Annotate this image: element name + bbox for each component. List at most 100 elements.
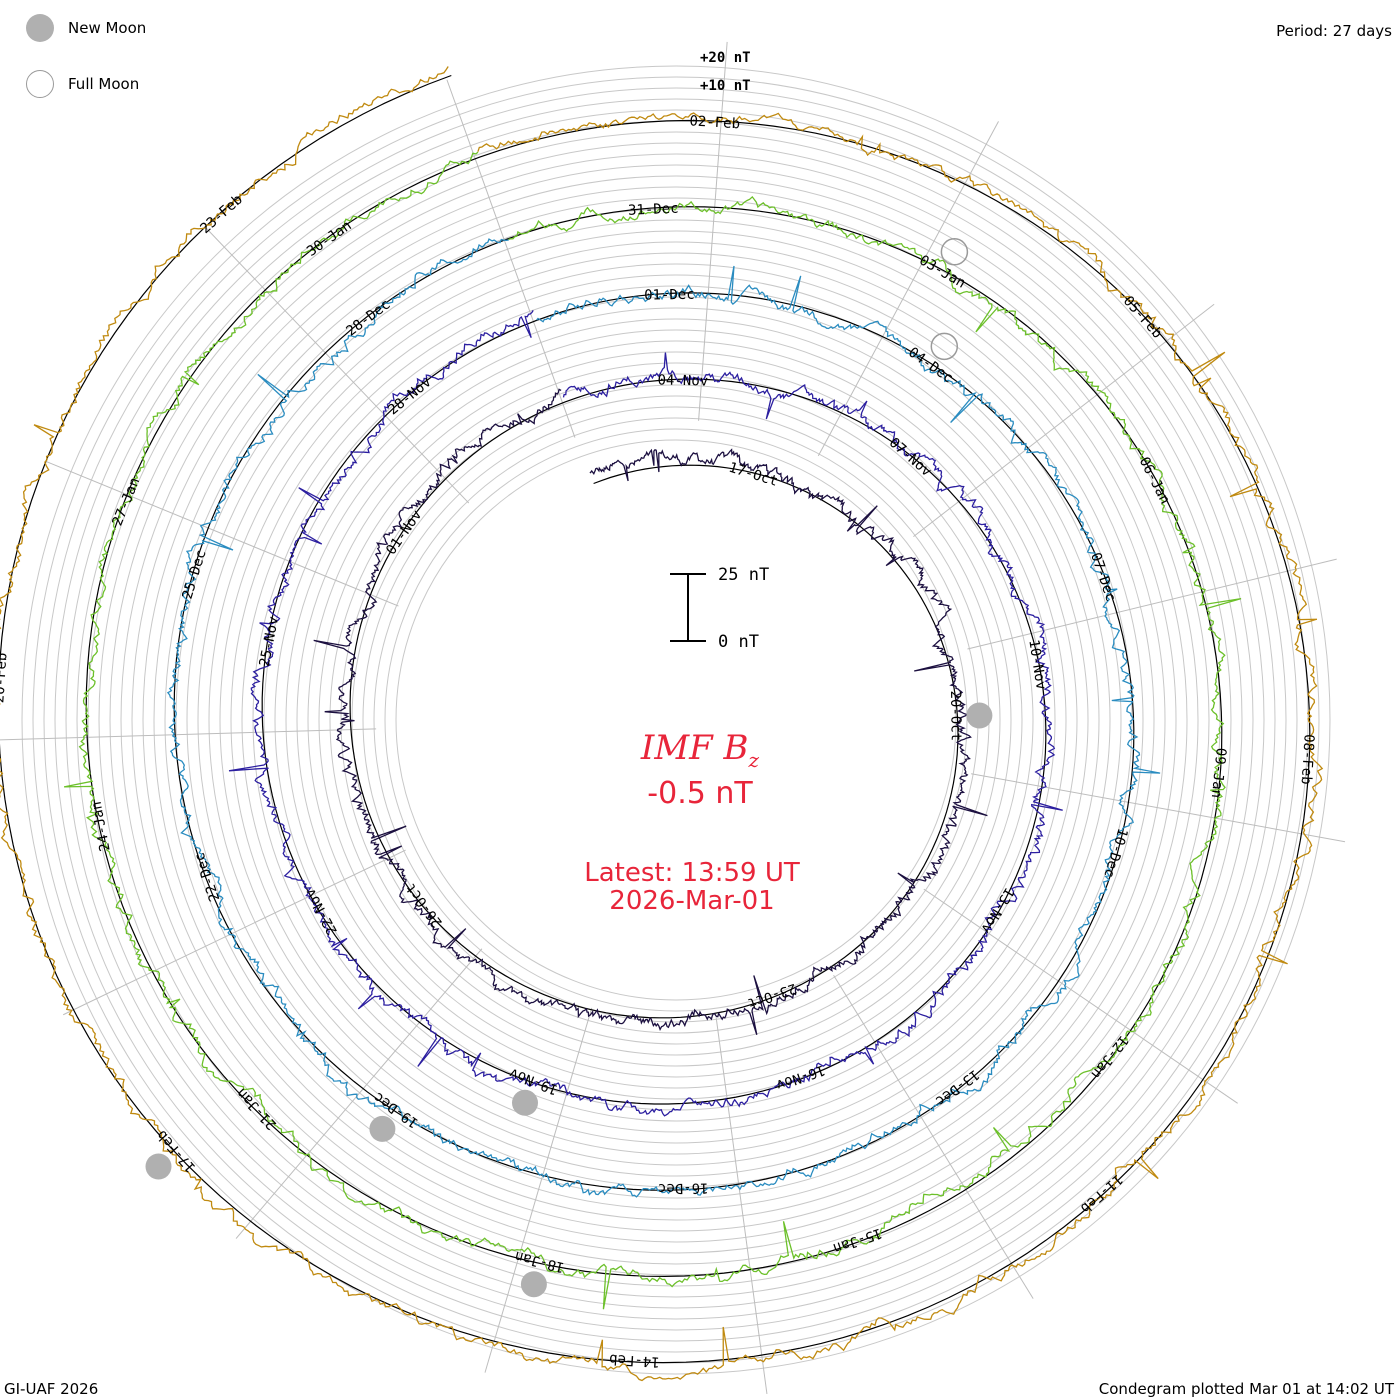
date-label: 21-Jan bbox=[234, 1085, 280, 1133]
date-label: 20-Oct bbox=[947, 690, 964, 741]
legend-full-moon-label: Full Moon bbox=[68, 75, 140, 93]
spoke-line bbox=[235, 948, 483, 1239]
spoke-line bbox=[62, 849, 406, 1016]
reference-rings bbox=[0, 74, 1311, 1364]
grid-ring bbox=[142, 186, 1210, 1254]
new-moon-marker bbox=[966, 702, 993, 729]
trace-1 bbox=[228, 310, 1063, 1117]
legend-new-moon-label: New Moon bbox=[68, 19, 147, 37]
trace-4 bbox=[0, 66, 1324, 1382]
grid-ring bbox=[32, 76, 1320, 1364]
date-label: 31-Dec bbox=[628, 201, 679, 219]
date-label: 23-Feb bbox=[197, 192, 246, 237]
grid-ring bbox=[120, 164, 1232, 1276]
grid-ring bbox=[318, 362, 1034, 1078]
scale-bar: 25 nT 0 nT bbox=[670, 565, 769, 652]
date-label: 12-Jan bbox=[1087, 1032, 1131, 1082]
date-label: 01-Dec bbox=[644, 287, 695, 304]
grid-ring bbox=[230, 274, 1122, 1166]
date-label: 04-Dec bbox=[905, 344, 956, 386]
grid-ring bbox=[197, 241, 1155, 1199]
grid-ring bbox=[65, 109, 1287, 1331]
grid-ring bbox=[21, 65, 1331, 1375]
date-label: 02-Feb bbox=[689, 113, 740, 132]
date-label: 30-Jan bbox=[304, 218, 355, 260]
grid-ring bbox=[208, 252, 1144, 1188]
new-moon-marker bbox=[512, 1089, 538, 1116]
date-label: 04-Nov bbox=[657, 373, 708, 390]
date-label: 20-Feb bbox=[0, 652, 10, 703]
date-label: 15-Jan bbox=[831, 1225, 884, 1257]
new-moon-marker bbox=[520, 1271, 547, 1298]
grid-ring bbox=[43, 87, 1309, 1353]
parameter-name: IMF B bbox=[640, 728, 749, 768]
parameter-title: IMF Bz bbox=[0, 728, 1400, 772]
grid-ring bbox=[153, 197, 1199, 1243]
date-label: 11-Feb bbox=[1077, 1171, 1126, 1216]
spoke-line bbox=[715, 1017, 768, 1394]
full-moon-marker bbox=[940, 238, 969, 266]
date-label: 27-Jan bbox=[110, 475, 144, 528]
credit-label: GI-UAF 2026 bbox=[4, 1380, 99, 1398]
spoke-line bbox=[923, 888, 1238, 1104]
grid-ring bbox=[241, 285, 1111, 1155]
grid-ring bbox=[329, 373, 1023, 1067]
date-label: 18-Jan bbox=[513, 1248, 566, 1276]
new-moon-marker bbox=[145, 1153, 172, 1180]
trace-2 bbox=[166, 238, 1161, 1198]
date-label: 25-Dec bbox=[179, 548, 209, 601]
spoke-line bbox=[446, 79, 576, 438]
latest-time: Latest: 13:59 UT bbox=[584, 858, 800, 888]
date-label: 19-Nov bbox=[507, 1064, 560, 1097]
date-label: 05-Feb bbox=[1120, 293, 1165, 342]
grid-ring bbox=[296, 340, 1056, 1100]
date-label: 16-Dec bbox=[658, 1180, 709, 1197]
spoke-line bbox=[205, 227, 470, 504]
latest-date: 2026-Mar-01 bbox=[609, 886, 775, 916]
date-label: 28-Dec bbox=[343, 296, 393, 339]
ring-label: +20 nT bbox=[700, 50, 751, 66]
date-label: 13-Dec bbox=[932, 1066, 982, 1109]
spoke-line bbox=[46, 461, 399, 607]
zero-reference-spiral bbox=[0, 74, 1311, 1364]
grid-ring bbox=[395, 439, 957, 1001]
parameter-subscript: z bbox=[748, 747, 760, 772]
grid-ring bbox=[164, 208, 1188, 1232]
grid-ring bbox=[98, 142, 1254, 1298]
scale-bar-bottom-label: 0 nT bbox=[718, 632, 759, 652]
ring-labels: +20 nT +10 nT bbox=[700, 50, 751, 94]
full-moon-marker bbox=[930, 332, 959, 361]
spoke-line bbox=[484, 1007, 593, 1373]
scale-bar-top-label: 25 nT bbox=[718, 565, 769, 585]
date-label: 28-Nov bbox=[385, 374, 434, 418]
current-value: -0.5 nT bbox=[647, 776, 753, 811]
data-traces bbox=[0, 66, 1324, 1382]
grid-ring bbox=[340, 384, 1012, 1056]
grid-ring bbox=[54, 98, 1298, 1342]
grid-ring bbox=[252, 296, 1100, 1144]
trace-3 bbox=[63, 151, 1242, 1310]
spoke-line bbox=[833, 975, 1034, 1299]
period-label: Period: 27 days bbox=[1276, 22, 1392, 40]
grid-ring bbox=[175, 219, 1177, 1221]
grid-ring bbox=[307, 351, 1045, 1089]
spoke-line bbox=[913, 303, 1215, 537]
date-label: 08-Feb bbox=[1298, 734, 1317, 785]
grid-ring bbox=[274, 318, 1078, 1122]
grid-ring bbox=[186, 230, 1166, 1210]
new-moon-marker bbox=[369, 1115, 396, 1142]
spoke-line bbox=[0, 728, 377, 741]
spoke-line bbox=[967, 558, 1337, 650]
date-label: 17-Oct bbox=[727, 460, 780, 490]
plotted-label: Condegram plotted Mar 01 at 14:02 UT bbox=[1098, 1380, 1394, 1398]
date-label: 09-Jan bbox=[1208, 747, 1229, 799]
legend-full-moon: Full Moon bbox=[26, 70, 139, 98]
spoke-line bbox=[698, 41, 728, 421]
new-moon-icon bbox=[26, 14, 54, 42]
grid-ring bbox=[384, 428, 968, 1012]
grid-ring bbox=[373, 417, 979, 1023]
ring-label: +10 nT bbox=[700, 78, 751, 94]
date-label: 10-Nov bbox=[1025, 639, 1049, 691]
moon-markers bbox=[145, 238, 993, 1298]
grid-ring bbox=[109, 153, 1243, 1287]
